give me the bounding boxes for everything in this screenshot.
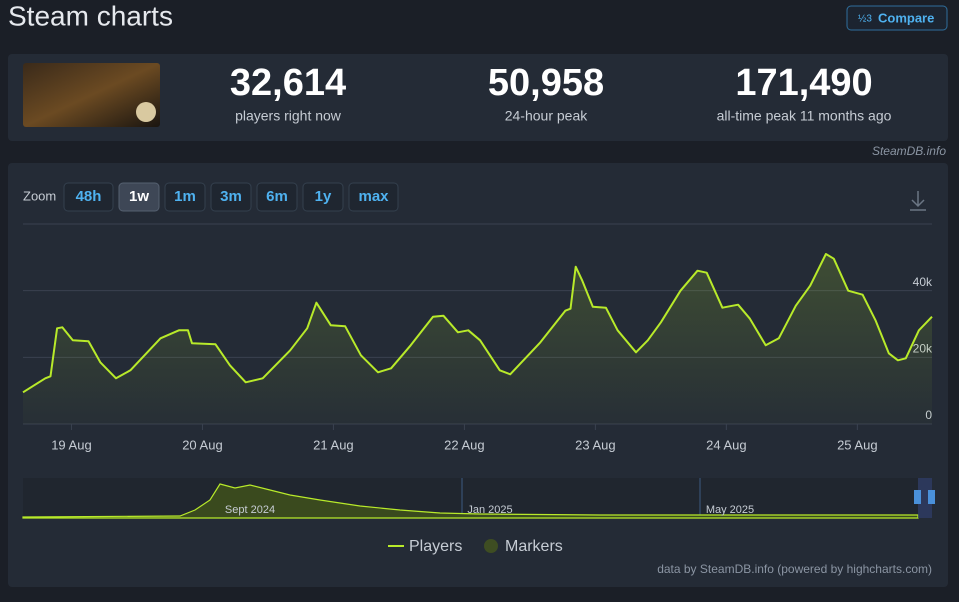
compare-icon: ½3 [858, 14, 872, 25]
zoom-button-label: max [358, 188, 389, 205]
zoom-button[interactable]: 1m [164, 182, 206, 212]
zoom-button-bg [210, 182, 252, 212]
zoom-button[interactable]: max [348, 182, 399, 212]
x-tick-label: 20 Aug [182, 437, 223, 452]
zoom-button-label: 1m [174, 188, 196, 205]
navigator-series [22, 483, 919, 519]
zoom-button[interactable]: 3m [210, 182, 252, 212]
zoom-button-bg [348, 182, 399, 212]
navigator-label: Sept 2024 [225, 504, 275, 516]
zoom-button[interactable]: 48h [63, 182, 114, 212]
zoom-button[interactable]: 6m [256, 182, 298, 212]
compare-button[interactable]: ½3 Compare [846, 5, 948, 31]
stat-label: all-time peak 11 months ago [717, 108, 892, 124]
zoom-button-label: 48h [76, 188, 102, 205]
x-tick-label: 25 Aug [837, 437, 878, 452]
stat-value: 171,490 [735, 62, 872, 104]
stat-label: 24-hour peak [505, 108, 589, 124]
zoom-button-label: 3m [220, 188, 242, 205]
navigator-handle[interactable] [914, 490, 921, 504]
compare-label: Compare [878, 10, 934, 25]
credits: data by SteamDB.info (powered by highcha… [657, 562, 932, 576]
download-icon[interactable] [910, 191, 926, 211]
zoom-button-label: 1w [129, 188, 149, 205]
stat-label: players right now [235, 108, 342, 124]
x-tick-label: 23 Aug [575, 437, 616, 452]
navigator-label: May 2025 [706, 504, 754, 516]
game-thumbnail [23, 63, 160, 127]
y-tick-label: 40k [913, 275, 933, 289]
zoom-label: Zoom [23, 188, 56, 203]
source-label: SteamDB.info [872, 144, 946, 158]
navigator-handle[interactable] [928, 490, 935, 504]
legend-label: Markers [505, 538, 563, 555]
zoom-button[interactable]: 1w [118, 182, 160, 212]
legend-item[interactable]: Players [388, 538, 462, 555]
x-tick-label: 19 Aug [51, 437, 92, 452]
navigator-selection[interactable] [918, 478, 932, 518]
legend-item[interactable]: Markers [484, 538, 563, 555]
stat-value: 32,614 [230, 62, 346, 104]
series-line [22, 253, 933, 394]
navigator [23, 478, 932, 518]
x-tick-label: 21 Aug [313, 437, 354, 452]
x-tick-label: 24 Aug [706, 437, 747, 452]
legend-swatch [484, 539, 498, 553]
zoom-button-bg [256, 182, 298, 212]
zoom-button-bg [164, 182, 206, 212]
zoom-button-bg [63, 182, 114, 212]
zoom-button-label: 6m [266, 188, 288, 205]
stats-card [8, 54, 948, 141]
zoom-button-bg [118, 182, 160, 212]
page-title: Steam charts [8, 0, 173, 31]
zoom-button-bg [302, 182, 344, 212]
x-tick-label: 22 Aug [444, 437, 485, 452]
zoom-button[interactable]: 1y [302, 182, 344, 212]
legend-label: Players [409, 538, 462, 555]
zoom-button-label: 1y [315, 188, 332, 205]
navigator-label: Jan 2025 [467, 504, 512, 516]
stat-value: 50,958 [488, 62, 604, 104]
thumbnail-emblem [136, 102, 156, 122]
